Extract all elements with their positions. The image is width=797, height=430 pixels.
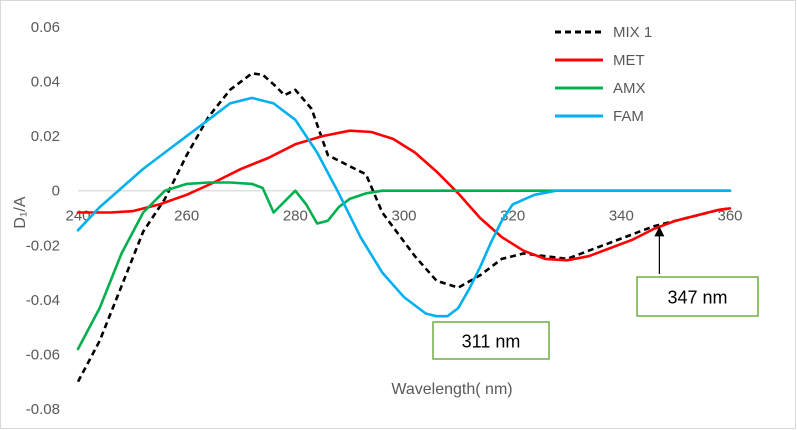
y-tick-label: 0.04 <box>31 74 60 91</box>
legend-entry: MET <box>613 52 645 69</box>
series-line-met <box>76 129 732 262</box>
series-line-amx <box>76 181 732 351</box>
annotation-box <box>636 276 759 317</box>
series-line-mix-1 <box>76 72 731 383</box>
annotation-label: 347 nm <box>667 288 727 308</box>
x-axis-title: Wavelength( nm) <box>391 381 512 398</box>
legend-entry: FAM <box>613 108 644 125</box>
x-tick-label: 340 <box>609 208 634 225</box>
x-tick-label: 360 <box>717 208 742 225</box>
y-tick-label: 0.06 <box>31 19 60 36</box>
annotation-arrowhead <box>654 226 665 237</box>
annotation-box <box>432 321 550 360</box>
annotation-label: 311 nm <box>462 332 521 352</box>
legend-entry: AMX <box>613 80 646 97</box>
x-tick-label: 260 <box>174 208 199 225</box>
legend-entry: MIX 1 <box>613 24 652 41</box>
y-tick-label: 0.02 <box>31 128 60 145</box>
y-tick-label: 0 <box>52 183 60 200</box>
y-tick-label: -0.06 <box>26 346 60 363</box>
x-tick-label: 300 <box>391 208 416 225</box>
y-tick-label: -0.04 <box>26 292 60 309</box>
x-tick-label: 280 <box>283 208 308 225</box>
y-axis-title: D₁/A <box>12 196 29 228</box>
series-line-fam <box>76 96 732 318</box>
y-tick-label: -0.02 <box>26 237 60 254</box>
y-tick-label: -0.08 <box>26 401 60 418</box>
